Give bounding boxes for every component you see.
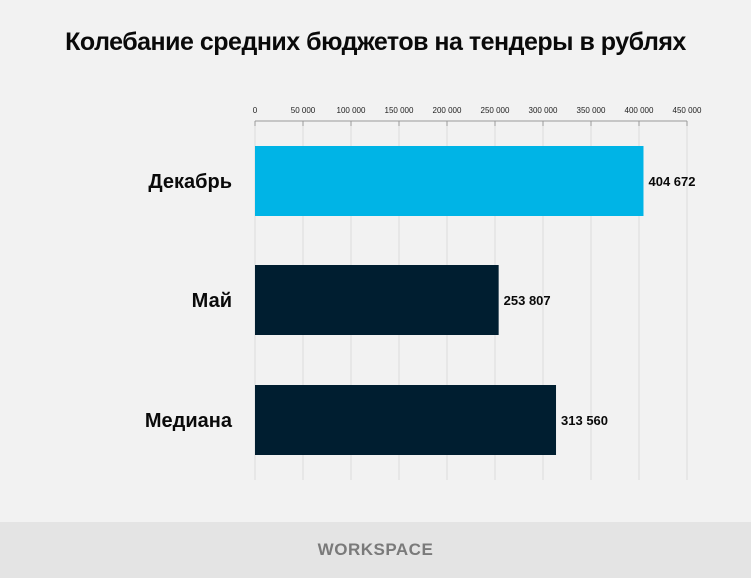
data-label: 404 672	[648, 174, 695, 189]
chart-title: Колебание средних бюджетов на тендеры в …	[65, 28, 686, 56]
category-label: Медиана	[145, 410, 233, 432]
tick-label: 250 000	[481, 106, 510, 115]
tick-label: 350 000	[577, 106, 606, 115]
tick-label: 0	[253, 106, 258, 115]
tick-label: 200 000	[433, 106, 462, 115]
tick-label: 50 000	[291, 106, 316, 115]
footer	[0, 522, 751, 578]
bar-chart: 0 50 000 100 000 150 000 200 000 250 000 300 0…	[145, 106, 702, 480]
data-label: 253 807	[504, 293, 551, 308]
tick-label: 100 000	[337, 106, 366, 115]
bar	[255, 265, 499, 335]
bar	[255, 146, 644, 216]
category-label: Май	[192, 290, 232, 312]
tick-label: 150 000	[385, 106, 414, 115]
tick-label: 400 000	[625, 106, 654, 115]
data-label: 313 560	[561, 413, 608, 428]
workspace-logo: WORKSPACE	[317, 540, 434, 559]
category-label: Декабрь	[148, 171, 232, 193]
tick-label: 300 000	[529, 106, 558, 115]
tick-label: 450 000	[673, 106, 702, 115]
bar	[255, 385, 557, 455]
